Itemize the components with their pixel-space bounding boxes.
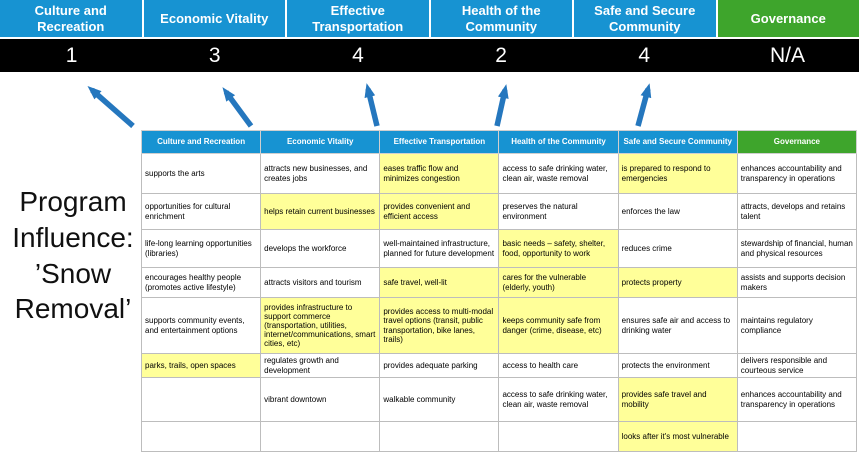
matrix-cell xyxy=(736,421,858,452)
matrix-cell: enhances accountability and transparency… xyxy=(736,153,858,194)
matrix-body: supports the arts attracts new businesses… xyxy=(140,153,858,452)
matrix-header-row: Culture and Recreation Economic Vitality E… xyxy=(140,130,858,154)
matrix-cell: attracts, develops and retains talent xyxy=(736,193,858,230)
matrix-header-1: Culture and Recreation xyxy=(140,130,262,154)
score-value-2: 3 xyxy=(208,43,221,67)
matrix-cell: protects the environment xyxy=(617,353,738,378)
matrix-header-2: Economic Vitality xyxy=(260,130,381,154)
matrix-cell: basic needs – safety, shelter, food, opp… xyxy=(498,229,619,268)
score-value-3: 4 xyxy=(352,43,364,67)
matrix-cell: regulates growth and development xyxy=(260,353,381,378)
matrix-cell: protects property xyxy=(617,267,738,298)
influence-matrix-table: Culture and Recreation Economic Vitality E… xyxy=(140,130,858,452)
matrix-cell: supports the arts xyxy=(140,153,262,194)
score-value-5: 4 xyxy=(638,43,651,67)
matrix-cell: provides safe travel and mobility xyxy=(617,377,738,422)
matrix-cell: attracts visitors and tourism xyxy=(260,267,381,298)
matrix-cell: provides infrastructure to support comme… xyxy=(260,297,381,354)
matrix-cell: parks, trails, open spaces xyxy=(140,353,262,378)
matrix-cell xyxy=(260,421,381,452)
score-value-6: N/A xyxy=(769,43,805,67)
matrix-header-3: Effective Transportation xyxy=(379,130,500,154)
matrix-cell: supports community events, and entertain… xyxy=(140,297,262,354)
matrix-cell: assists and supports decision makers xyxy=(736,267,858,298)
matrix-cell: preserves the natural environment xyxy=(498,193,619,230)
matrix-cell: delivers responsible and courteous servi… xyxy=(736,353,858,378)
matrix-row-5: supports community events, and entertain… xyxy=(140,297,858,354)
score-value-4: 2 xyxy=(495,43,507,67)
matrix-row-4: encourages healthy people (promotes acti… xyxy=(140,267,858,298)
matrix-cell: provides convenient and efficient access xyxy=(379,193,500,230)
matrix-cell: enforces the law xyxy=(617,193,738,230)
category-header-5: Safe and Secure Community xyxy=(574,0,716,37)
up-arrow-icon xyxy=(222,87,254,128)
matrix-cell: provides adequate parking xyxy=(379,353,500,378)
category-header-6: Governance xyxy=(717,0,859,37)
category-header-4: Health of the Community xyxy=(430,0,572,37)
matrix-cell xyxy=(140,377,262,422)
matrix-cell: looks after it's most vulnerable xyxy=(617,421,738,452)
matrix-cell: cares for the vulnerable (elderly, youth… xyxy=(498,267,619,298)
matrix-row-3: life-long learning opportunities (librar… xyxy=(140,229,858,268)
matrix-cell: walkable community xyxy=(379,377,500,422)
matrix-cell: stewardship of financial, human and phys… xyxy=(736,229,858,268)
matrix-cell: access to safe drinking water, clean air… xyxy=(498,377,619,422)
matrix-header-5: Safe and Secure Community xyxy=(617,130,738,154)
matrix-row-7: vibrant downtown walkable community access… xyxy=(140,377,858,422)
matrix-cell: is prepared to respond to emergencies xyxy=(617,153,738,194)
matrix-cell: eases traffic flow and minimizes congest… xyxy=(379,153,500,194)
matrix-cell: keeps community safe from danger (crime,… xyxy=(498,297,619,354)
category-header-band: Culture and Recreation Economic Vitality E… xyxy=(0,0,859,37)
category-header-2: Economic Vitality xyxy=(143,0,285,37)
matrix-cell: encourages healthy people (promotes acti… xyxy=(140,267,262,298)
matrix-cell: enhances accountability and transparency… xyxy=(736,377,858,422)
matrix-cell: opportunities for cultural enrichment xyxy=(140,193,262,230)
up-arrow-icon xyxy=(494,84,509,127)
matrix-row-1: supports the arts attracts new businesses… xyxy=(140,153,858,194)
matrix-row-8: looks after it's most vulnerable xyxy=(140,421,858,452)
matrix-row-2: opportunities for cultural enrichment hel… xyxy=(140,193,858,230)
matrix-cell: helps retain current businesses xyxy=(260,193,381,230)
category-header-1: Culture and Recreation xyxy=(0,0,142,37)
matrix-cell: ensures safe air and access to drinking … xyxy=(617,297,738,354)
matrix-row-6: parks, trails, open spaces regulates grow… xyxy=(140,353,858,378)
matrix-cell xyxy=(379,421,500,452)
matrix-cell: access to health care xyxy=(498,353,619,378)
category-header-3: Effective Transportation xyxy=(287,0,429,37)
up-arrow-icon xyxy=(87,86,135,129)
matrix-cell: attracts new businesses, and creates job… xyxy=(260,153,381,194)
matrix-cell xyxy=(498,421,619,452)
matrix-cell: provides access to multi-modal travel op… xyxy=(379,297,500,354)
matrix-cell: reduces crime xyxy=(617,229,738,268)
matrix-cell: maintains regulatory compliance xyxy=(736,297,858,354)
matrix-cell xyxy=(140,421,262,452)
matrix-cell: access to safe drinking water, clean air… xyxy=(498,153,619,194)
matrix-cell: life-long learning opportunities (librar… xyxy=(140,229,262,268)
up-arrow-icon xyxy=(635,83,652,127)
up-arrow-icon xyxy=(364,83,380,127)
score-value-1: 1 xyxy=(65,43,78,67)
matrix-header-4: Health of the Community xyxy=(498,130,619,154)
program-influence-title: Program Influence: ’Snow Removal’ xyxy=(12,186,134,325)
matrix-header-6: Governance xyxy=(736,130,858,154)
matrix-cell: well-maintained infrastructure, planned … xyxy=(379,229,500,268)
matrix-cell: develops the workforce xyxy=(260,229,381,268)
matrix-cell: safe travel, well-lit xyxy=(379,267,500,298)
matrix-cell: vibrant downtown xyxy=(260,377,381,422)
score-band: 1 3 4 2 4 N/A xyxy=(0,39,859,72)
